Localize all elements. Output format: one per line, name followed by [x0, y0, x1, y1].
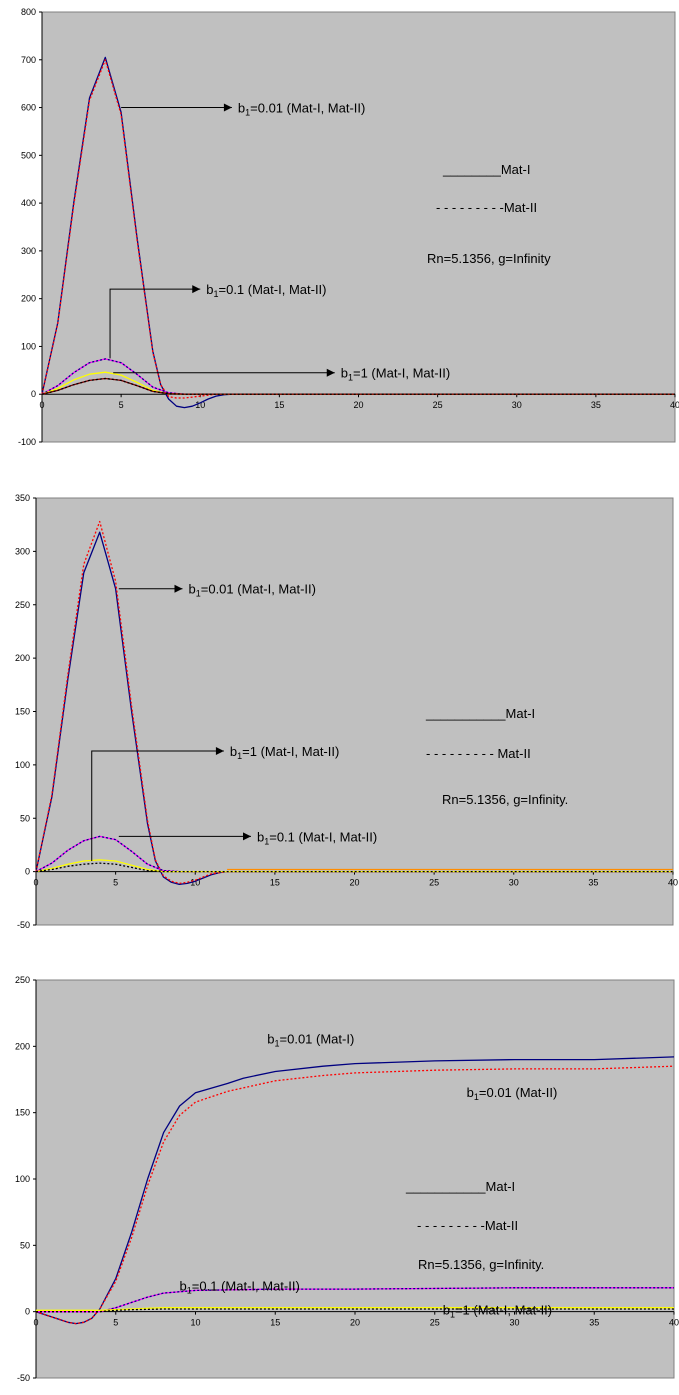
annotation-label-3: b1=0.1 (Mat-I, Mat-II) [257, 829, 377, 846]
x-tick-label: 5 [113, 878, 118, 888]
x-tick-label: 40 [668, 878, 678, 888]
annotation-arrowhead [326, 368, 335, 377]
x-tick-label: 20 [350, 1318, 360, 1328]
series-line-3 [36, 1287, 674, 1313]
annotation-label-2: b1=1 (Mat-I, Mat-II) [230, 744, 339, 761]
x-tick-label: 35 [588, 878, 598, 888]
x-tick-label: 10 [190, 878, 200, 888]
annotation-arrowhead [223, 103, 232, 112]
y-tick-label: 50 [20, 1240, 30, 1250]
y-tick-label: 250 [15, 600, 30, 610]
series-line-2 [35, 520, 673, 885]
series-line-6 [36, 1308, 674, 1313]
y-tick-label: 350 [15, 493, 30, 503]
x-tick-label: 0 [39, 400, 44, 410]
x-tick-label: 15 [270, 878, 280, 888]
y-tick-label: 400 [21, 198, 36, 208]
x-tick-label: 15 [274, 400, 284, 410]
y-tick-label: 200 [21, 294, 36, 304]
y-tick-label: 800 [21, 7, 36, 17]
x-tick-label: 25 [430, 1318, 440, 1328]
legend-mat1: ________Mat-I [442, 162, 530, 177]
series-line-7 [41, 377, 675, 395]
legend-mat1: ___________Mat-I [425, 706, 535, 721]
x-tick-label: 35 [591, 400, 601, 410]
annotation-label-3: b1=0.1 (Mat-I, Mat-II) [180, 1278, 300, 1295]
y-tick-label: 500 [21, 150, 36, 160]
series-line-7 [35, 862, 673, 873]
y-tick-label: 700 [21, 55, 36, 65]
annotation-arrow-line [91, 750, 224, 861]
annotation-arrowhead [242, 832, 251, 841]
annotation-label-2: b1=0.01 (Mat-II) [467, 1085, 558, 1102]
y-tick-label: 600 [21, 103, 36, 113]
annotation-arrowhead [215, 746, 224, 755]
y-tick-label: 100 [15, 760, 30, 770]
y-tick-label: 300 [21, 246, 36, 256]
x-tick-label: 20 [353, 400, 363, 410]
legend-mat1: ___________Mat-I [405, 1179, 515, 1194]
y-tick-label: -50 [17, 920, 30, 930]
y-tick-label: 300 [15, 546, 30, 556]
y-tick-label: -100 [18, 437, 36, 447]
y-tick-label: 0 [25, 1307, 30, 1317]
x-tick-label: 5 [113, 1318, 118, 1328]
x-tick-label: 25 [433, 400, 443, 410]
annotation-arrowhead [174, 584, 183, 593]
annotation-label-1: b1=0.01 (Mat-I) [267, 1032, 354, 1049]
plot-area [35, 497, 674, 926]
annotation-label-1: b1=0.01 (Mat-I, Mat-II) [238, 101, 365, 118]
x-tick-label: 25 [429, 878, 439, 888]
y-tick-label: 100 [21, 341, 36, 351]
x-tick-label: 35 [589, 1318, 599, 1328]
x-tick-label: 30 [509, 1318, 519, 1328]
x-tick-label: 40 [670, 400, 679, 410]
legend-params: Rn=5.1356, g=Infinity [427, 251, 551, 266]
x-tick-label: 30 [509, 878, 519, 888]
y-tick-label: 50 [20, 813, 30, 823]
x-tick-label: 30 [512, 400, 522, 410]
series-line-5 [35, 859, 673, 873]
series-line-2 [41, 59, 675, 399]
y-tick-label: 150 [15, 707, 30, 717]
annotation-arrowhead [192, 285, 201, 294]
y-tick-label: 200 [15, 1041, 30, 1051]
y-tick-label: 0 [25, 867, 30, 877]
y-tick-label: 200 [15, 653, 30, 663]
plot-area [41, 11, 676, 443]
x-tick-label: 10 [190, 1318, 200, 1328]
annotation-label-3: b1=1 (Mat-I, Mat-II) [341, 366, 450, 383]
x-tick-label: 0 [33, 1318, 38, 1328]
x-tick-label: 20 [349, 878, 359, 888]
annotation-label-1: b1=0.01 (Mat-I, Mat-II) [189, 582, 316, 599]
chart-panel-3: -50 0 50 100 150 200 250 0 5 10 15 20 25 30 35 40 b1=0.0… [15, 975, 679, 1383]
legend-mat2: - - - - - - - - -Mat-II [417, 1218, 518, 1233]
y-tick-label: 100 [15, 1174, 30, 1184]
annotation-label-4: b1=1 (Mat-I, Mat-II) [443, 1302, 552, 1319]
x-tick-label: 40 [669, 1318, 679, 1328]
x-tick-label: 15 [270, 1318, 280, 1328]
legend-params: Rn=5.1356, g=Infinity. [442, 792, 568, 807]
legend-mat2: - - - - - - - - - Mat-II [426, 746, 531, 761]
legend-mat2: - - - - - - - - -Mat-II [436, 200, 537, 215]
y-tick-label: -50 [17, 1373, 30, 1383]
chart-panel-1: -100 0 100 200 300 400 500 600 700 800 0 5 10 15 20 25 3… [18, 7, 679, 447]
series-line-2 [35, 1065, 675, 1325]
y-tick-label: 0 [31, 389, 36, 399]
y-tick-label: 150 [15, 1108, 30, 1118]
chart-panel-2: -50 0 50 100 150 200 250 300 350 0 5 10 15 20 25 30 35 40… [15, 493, 678, 930]
x-tick-label: 5 [119, 400, 124, 410]
annotation-arrow-line [109, 288, 201, 359]
legend-params: Rn=5.1356, g=Infinity. [418, 1257, 544, 1272]
annotation-label-2: b1=0.1 (Mat-I, Mat-II) [206, 282, 326, 299]
x-tick-label: 0 [33, 878, 38, 888]
x-tick-label: 10 [195, 400, 205, 410]
y-tick-label: 250 [15, 975, 30, 985]
series-line-5 [36, 1307, 674, 1311]
